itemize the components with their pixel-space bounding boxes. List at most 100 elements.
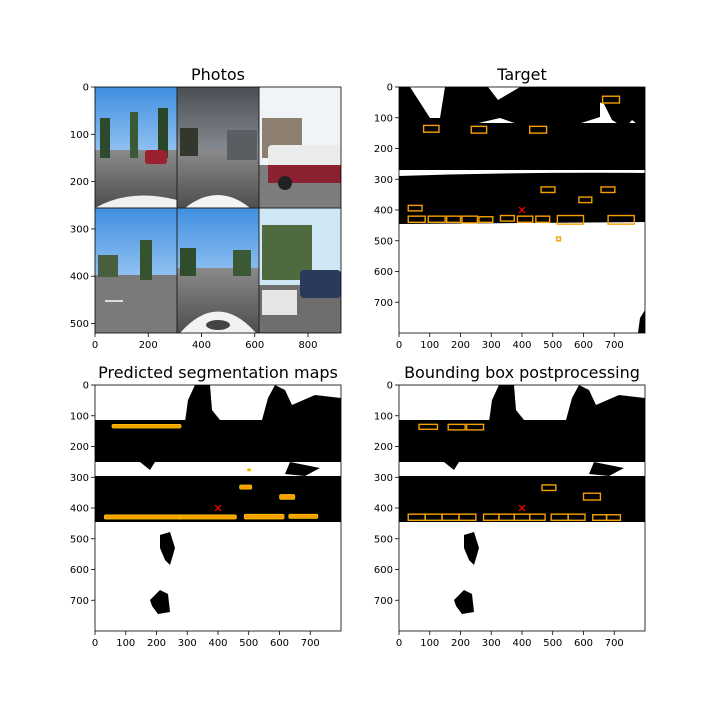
bounding-box [535,215,551,223]
bounding-box [582,492,602,501]
bounding-box [601,95,621,104]
y-tick-label: 500 [374,236,393,247]
x-tick-label: 700 [605,340,624,351]
y-tick-label: 0 [387,83,393,94]
x-tick-label: 600 [270,638,289,649]
bounding-box [445,215,462,223]
bounding-box [607,214,635,225]
bounding-box [461,215,479,224]
y-tick-label: 300 [70,224,89,235]
bbox-boxes [407,423,622,522]
x-tick-label: 0 [396,340,402,351]
segmentation-blob [111,424,182,429]
bounding-box [541,484,557,492]
y-tick-label: 300 [70,473,89,484]
x-tick-label: 600 [574,340,593,351]
segmentation-blob [103,514,183,520]
x-tick-label: 300 [482,638,501,649]
bounding-box [499,214,516,222]
x-tick-label: 400 [208,638,227,649]
y-tick-label: 400 [374,504,393,515]
y-tick-label: 0 [387,381,393,392]
y-tick-label: 700 [374,298,393,309]
bounding-box [478,216,494,223]
y-tick-label: 700 [374,596,393,607]
bounding-box [600,186,616,194]
photo-back-left [95,208,177,333]
panel-target-title: Target [496,65,547,84]
bounding-box [567,513,586,522]
x-tick-label: 800 [298,340,317,351]
photo-front [177,87,259,208]
y-tick-label: 500 [374,534,393,545]
x-tick-label: 600 [574,638,593,649]
predicted-blobs [103,424,319,520]
x-tick-label: 0 [92,340,98,351]
segmentation-blob [288,513,319,519]
predicted-axes: 0 100 200 300 400 500 600 700 0 100 200 300 400 500 60… [70,381,320,650]
x-tick-label: 700 [301,638,320,649]
x-tick-label: 100 [420,340,439,351]
photo-back-right [259,208,341,333]
ego-marker [214,504,222,512]
photo-front-left [95,87,177,208]
y-tick-label: 700 [70,596,89,607]
y-tick-label: 400 [374,206,393,217]
bounding-box [528,125,548,134]
photos-axes: 0 200 400 600 800 0 100 200 300 400 500 [70,83,318,352]
target-boxes [407,95,635,242]
x-tick-label: 500 [543,340,562,351]
panel-predicted: Predicted segmentation maps 0 100 200 300 40… [70,363,342,650]
x-tick-label: 400 [192,340,211,351]
x-tick-label: 200 [451,638,470,649]
y-tick-label: 0 [83,83,89,94]
bounding-box [470,125,488,134]
photo-front-right [259,87,341,208]
y-tick-label: 400 [70,504,89,515]
y-tick-label: 100 [70,130,89,141]
panel-target: Target 0 100 200 300 400 500 600 700 0 100 200 300 4… [374,65,646,352]
x-tick-label: 400 [512,340,531,351]
y-tick-label: 600 [374,267,393,278]
bounding-box [556,236,562,242]
x-tick-label: 200 [139,340,158,351]
x-tick-label: 300 [482,340,501,351]
segmentation-blob [246,468,252,472]
y-tick-label: 200 [374,442,393,453]
segmentation-blob [279,494,296,500]
y-tick-label: 300 [374,175,393,186]
segmentation-blob [243,513,285,520]
bounding-box [427,215,446,223]
bbox-map [399,385,645,631]
panel-predicted-title: Predicted segmentation maps [98,363,338,382]
y-tick-label: 0 [83,381,89,392]
target-axes: 0 100 200 300 400 500 600 700 0 100 200 300 400 500 60… [374,83,624,352]
photo-back [177,208,259,333]
x-tick-label: 0 [396,638,402,649]
segmentation-blob [179,514,237,520]
panel-bbox-title: Bounding box postprocessing [404,363,640,382]
bbox-axes: 0 100 200 300 400 500 600 700 0 100 200 300 400 500 60… [374,381,624,650]
panel-photos: Photos [70,65,342,352]
x-tick-label: 100 [116,638,135,649]
y-tick-label: 100 [374,411,393,422]
x-tick-label: 200 [451,340,470,351]
y-tick-label: 500 [70,319,89,330]
ego-marker [518,206,526,214]
bounding-box [465,423,485,431]
bounding-box [422,124,440,133]
bounding-box [540,186,556,194]
photos-frame [94,86,342,334]
bounding-box [458,513,477,522]
x-tick-label: 500 [239,638,258,649]
bounding-box [418,423,439,430]
x-tick-label: 400 [512,638,531,649]
ego-marker [518,504,526,512]
y-tick-label: 200 [70,177,89,188]
bounding-box [605,514,622,522]
y-tick-label: 300 [374,473,393,484]
y-tick-label: 100 [374,113,393,124]
y-tick-label: 100 [70,411,89,422]
bounding-box [407,215,426,223]
